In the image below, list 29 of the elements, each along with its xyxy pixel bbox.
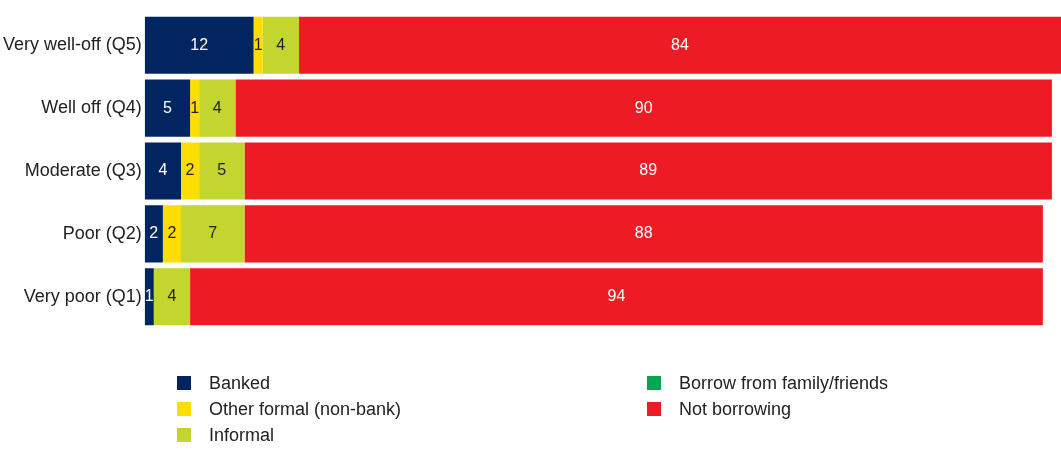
legend-label: Not borrowing	[679, 398, 792, 420]
data-label: 90	[634, 98, 653, 116]
data-label: 2	[167, 224, 177, 242]
data-label: 89	[639, 161, 658, 179]
data-label: 84	[671, 35, 689, 53]
legend-label: Borrow from family/friends	[679, 372, 889, 394]
y-tick-label: Well off (Q4)	[41, 97, 142, 118]
data-label: 2	[149, 224, 159, 242]
data-label: 1	[253, 35, 263, 53]
data-label: 94	[607, 287, 626, 305]
data-label: 4	[212, 98, 222, 116]
legend-label: Other formal (non-bank)	[209, 398, 402, 420]
data-label: 5	[217, 161, 227, 179]
data-label: 88	[634, 224, 653, 242]
data-label: 1	[144, 287, 154, 305]
y-tick-label: Poor (Q2)	[62, 222, 142, 243]
legend-label: Informal	[209, 424, 275, 446]
data-label: 4	[276, 35, 286, 53]
data-label: 4	[158, 161, 168, 179]
data-label: 1	[190, 98, 200, 116]
legend-label: Banked	[209, 372, 271, 394]
data-label: 2	[185, 161, 195, 179]
data-label: 4	[167, 287, 177, 305]
y-tick-label: Very poor (Q1)	[23, 285, 142, 306]
data-label: 7	[208, 224, 218, 242]
data-label: 12	[190, 35, 209, 53]
y-tick-label: Very well-off (Q5)	[2, 34, 142, 55]
y-tick-label: Moderate (Q3)	[24, 159, 142, 180]
data-label: 5	[162, 98, 172, 116]
